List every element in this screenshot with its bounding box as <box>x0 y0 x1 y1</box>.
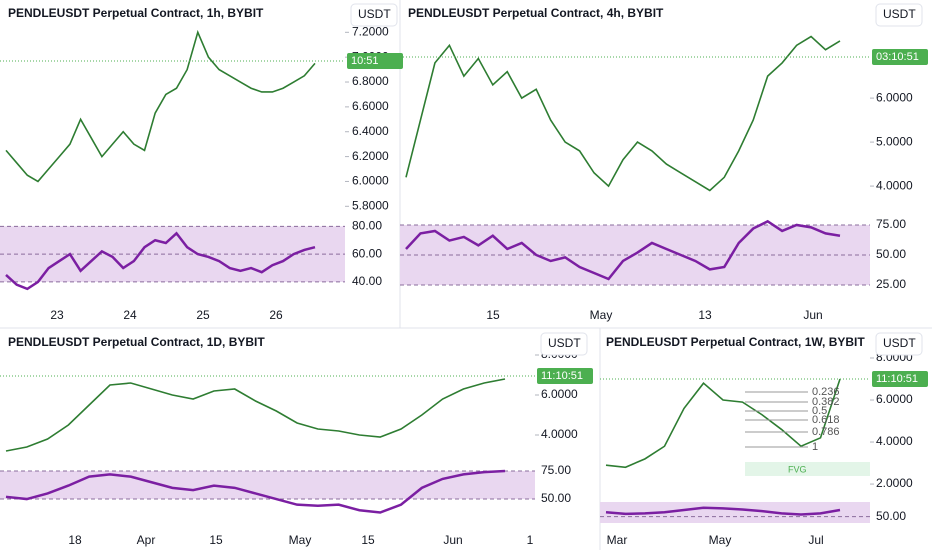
price-line <box>5 378 506 452</box>
rsi-tick-label: 40.00 <box>352 274 382 288</box>
currency: USDT <box>548 336 581 350</box>
rsi-line <box>405 219 841 281</box>
rsi-tick-label: 50.00 <box>876 509 906 523</box>
y-tick-label: 6.0000 <box>876 90 913 104</box>
price-line <box>5 29 316 183</box>
currency: USDT <box>358 7 391 21</box>
currency: USDT <box>883 336 916 350</box>
y-tick-label: 5.0000 <box>876 134 913 148</box>
rsi-tick-label: 25.00 <box>876 277 906 291</box>
price-tag: 11:10:51 <box>541 370 583 382</box>
x-tick-label: 15 <box>361 533 375 547</box>
x-tick-label: 18 <box>68 533 82 547</box>
currency: USDT <box>883 7 916 21</box>
price-tag-bg <box>872 49 928 65</box>
fib-label: 0.5 <box>812 405 827 417</box>
x-tick-label: 13 <box>698 308 712 322</box>
rsi-tick-label: 75.00 <box>876 217 906 231</box>
x-tick-label: 23 <box>50 308 64 322</box>
x-tick-label: May <box>289 533 312 547</box>
y-tick-label: 4.0000 <box>541 427 578 441</box>
price-tag: 10:51 <box>351 55 379 67</box>
rsi-line <box>605 506 841 516</box>
rsi-tick-label: 50.00 <box>876 247 906 261</box>
fib-label: 1 <box>812 441 818 453</box>
y-tick-label: 6.0000 <box>876 392 913 406</box>
x-tick-label: May <box>709 533 732 547</box>
price-line <box>405 35 841 192</box>
price-tag-bg <box>347 53 403 69</box>
y-tick-label: 6.0000 <box>541 387 578 401</box>
fib-label: 0.236 <box>812 386 840 398</box>
rsi-tick-label: 60.00 <box>352 246 382 260</box>
x-tick-label: Jun <box>803 308 822 322</box>
y-tick-label: 4.0000 <box>876 178 913 192</box>
fib-label: 0.618 <box>812 414 840 426</box>
y-tick-label: 5.8000 <box>352 198 389 212</box>
rsi-line <box>5 231 316 291</box>
x-tick-label: Jun <box>443 533 462 547</box>
y-tick-label: 2.0000 <box>876 476 913 490</box>
x-tick-label: 26 <box>269 308 283 322</box>
y-tick-label: 6.0000 <box>352 174 389 188</box>
y-tick-label: 4.0000 <box>876 434 913 448</box>
y-tick-label: 6.2000 <box>352 149 389 163</box>
fib-label: 0.382 <box>812 396 840 408</box>
y-tick-label: 6.4000 <box>352 124 389 138</box>
x-tick-label: 15 <box>209 533 223 547</box>
price-line <box>605 378 841 469</box>
rsi-tick-label: 50.00 <box>541 491 571 505</box>
currency-box <box>350 3 398 27</box>
rsi-tick-label: 75.00 <box>541 463 571 477</box>
fvg-zone <box>745 462 870 476</box>
chart-title: PENDLEUSDT Perpetual Contract, 1W, BYBIT <box>606 335 865 349</box>
x-tick-label: Jul <box>808 533 823 547</box>
x-tick-label: May <box>590 308 613 322</box>
rsi-line <box>5 469 506 514</box>
currency-box <box>875 3 923 27</box>
zone-label: FVG <box>788 464 807 474</box>
currency-box <box>875 332 923 356</box>
currency-box <box>540 332 588 356</box>
price-tag: 11:10:51 <box>876 373 918 385</box>
x-tick-label: 24 <box>123 308 137 322</box>
price-tag-bg <box>537 368 593 384</box>
x-tick-label: 1 <box>527 533 534 547</box>
rsi-band <box>600 502 870 523</box>
price-tag-bg <box>872 371 928 387</box>
x-tick-label: 25 <box>196 308 210 322</box>
price-tag: 03:10:51 <box>876 51 919 63</box>
chart-title: PENDLEUSDT Perpetual Contract, 4h, BYBIT <box>408 6 664 20</box>
y-tick-label: 6.8000 <box>352 74 389 88</box>
chart-title: PENDLEUSDT Perpetual Contract, 1h, BYBIT <box>8 6 264 20</box>
rsi-tick-label: 80.00 <box>352 219 382 233</box>
fib-label: 0.786 <box>812 426 840 438</box>
x-tick-label: 15 <box>486 308 500 322</box>
x-tick-label: Apr <box>137 533 156 547</box>
y-tick-label: 7.2000 <box>352 24 389 38</box>
y-tick-label: 6.6000 <box>352 99 389 113</box>
chart-title: PENDLEUSDT Perpetual Contract, 1D, BYBIT <box>8 335 265 349</box>
x-tick-label: Mar <box>607 533 628 547</box>
